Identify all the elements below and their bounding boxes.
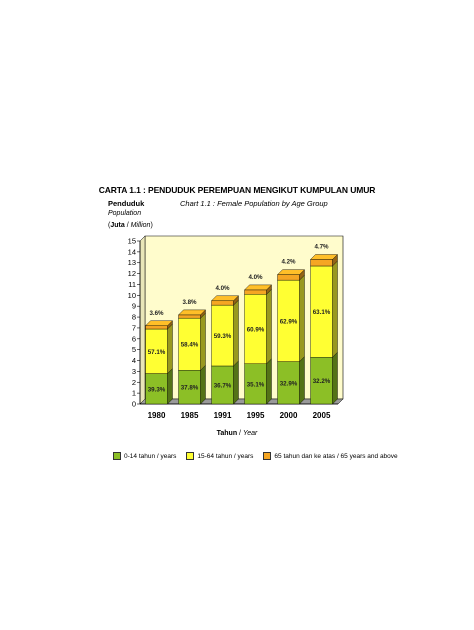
bar-side-1985-series-1 — [200, 312, 206, 371]
x-label-separator: / — [237, 430, 243, 437]
bar-side-1995-series-1 — [266, 288, 272, 365]
bar-side-2005-series-1 — [332, 260, 338, 358]
legend-swatch-15-64 — [186, 452, 195, 460]
legend-swatch-65-above — [263, 452, 272, 460]
y-tick-label: 9 — [132, 302, 136, 311]
bar-1980-series-2 — [145, 325, 168, 330]
data-label-1995-series-1: 60.9% — [247, 327, 265, 334]
y-tick-label: 3 — [132, 367, 136, 376]
data-label-1995-series-0: 35.1% — [247, 381, 265, 388]
bar-side-1980-series-0 — [167, 368, 173, 405]
bar-top-1991 — [211, 295, 239, 301]
x-tick-label-1995: 1995 — [247, 411, 265, 420]
y-tick-label: 5 — [132, 345, 136, 354]
y-tick-label: 10 — [128, 291, 136, 300]
legend-item-65-above: 65 tahun dan ke atas / 65 years and abov… — [263, 452, 398, 460]
bar-2000-series-2 — [277, 274, 300, 281]
x-tick-label-2005: 2005 — [313, 411, 331, 420]
bar-1991-series-2 — [211, 300, 234, 306]
legend-label-15-64: 15-64 tahun / years — [197, 452, 254, 460]
data-label-2000-series-1: 62.9% — [280, 318, 298, 325]
plot-side-wall — [139, 235, 146, 405]
legend-label-65-above: 65 tahun dan ke atas / 65 years and abov… — [274, 452, 398, 460]
y-unit-english: Million — [130, 222, 151, 229]
legend-item-15-64: 15-64 tahun / years — [186, 452, 253, 460]
bar-side-1991-series-0 — [233, 360, 239, 405]
y-tick-label: 14 — [128, 247, 136, 256]
data-label-2005-series-0: 32.2% — [313, 378, 331, 385]
y-axis-label-english: Population — [108, 210, 142, 217]
chart-subtitle: Chart 1.1 : Female Population by Age Gro… — [180, 199, 328, 208]
bar-side-1985-series-0 — [200, 364, 206, 405]
bar-side-1980-series-1 — [167, 323, 173, 375]
y-unit-open: ( — [108, 222, 111, 229]
y-tick-label: 15 — [128, 237, 136, 246]
y-tick-label: 2 — [132, 378, 136, 387]
y-tick-label: 0 — [132, 400, 136, 409]
legend: 0-14 tahun / years 15-64 tahun / years 6… — [113, 452, 398, 460]
y-unit-close: ) — [150, 222, 153, 229]
data-label-2005-series-1: 63.1% — [313, 309, 331, 316]
data-label-1985-series-2: 3.8% — [182, 299, 197, 306]
y-axis-unit-label: (Juta / Million) — [108, 222, 153, 229]
data-label-1985-series-1: 58.4% — [181, 342, 199, 349]
data-label-1980-series-2: 3.6% — [149, 310, 164, 317]
x-label-malay: Tahun — [216, 430, 238, 437]
bar-top-2000 — [277, 269, 305, 275]
bar-2005-series-2 — [310, 259, 333, 267]
data-label-1991-series-1: 59.3% — [214, 333, 232, 340]
legend-swatch-0-14 — [113, 452, 121, 460]
bar-top-2005 — [310, 254, 338, 260]
y-tick-label: 11 — [128, 280, 136, 289]
y-tick-label: 8 — [132, 313, 136, 322]
y-unit-separator: / — [124, 222, 131, 229]
bar-top-1985 — [178, 309, 206, 316]
y-tick-label: 6 — [132, 334, 136, 343]
x-tick-label-1980: 1980 — [148, 411, 166, 420]
x-axis-label: Tahun / Year — [0, 430, 474, 437]
data-label-1991-series-2: 4.0% — [215, 285, 230, 292]
legend-item-0-14: 0-14 tahun / years — [113, 452, 176, 460]
y-tick-label: 7 — [132, 323, 136, 332]
y-tick-label: 4 — [132, 356, 136, 365]
data-label-2005-series-2: 4.7% — [314, 243, 329, 250]
y-tick-label: 12 — [128, 269, 136, 278]
bar-side-1995-series-0 — [266, 358, 272, 405]
y-tick-label: 13 — [128, 258, 136, 267]
data-label-1995-series-2: 4.0% — [248, 274, 263, 281]
y-unit-malay: Juta — [110, 222, 125, 229]
y-axis-label-malay: Penduduk — [108, 199, 145, 208]
y-tick-label: 1 — [132, 389, 136, 398]
bar-1985-series-2 — [178, 314, 201, 319]
x-label-english: Year — [242, 430, 258, 437]
bar-top-1980 — [145, 320, 173, 326]
bar-side-1991-series-1 — [233, 299, 239, 367]
x-tick-label-2000: 2000 — [280, 411, 298, 420]
data-label-1991-series-0: 36.7% — [214, 382, 232, 389]
data-label-1980-series-1: 57.1% — [148, 349, 166, 356]
bar-1995-series-2 — [244, 289, 267, 295]
data-label-2000-series-2: 4.2% — [281, 259, 296, 266]
x-tick-label-1991: 1991 — [214, 411, 232, 420]
data-label-1980-series-0: 39.3% — [148, 386, 166, 393]
data-label-1985-series-0: 37.8% — [181, 385, 199, 392]
bar-side-2000-series-0 — [299, 356, 305, 405]
x-tick-label-1985: 1985 — [181, 411, 199, 420]
legend-label-0-14: 0-14 tahun / years — [124, 452, 177, 460]
bar-side-2005-series-0 — [332, 351, 338, 405]
bar-top-1995 — [244, 284, 272, 291]
chart-title: CARTA 1.1 : PENDUDUK PEREMPUAN MENGIKUT … — [98, 185, 376, 195]
data-label-2000-series-0: 32.9% — [280, 380, 298, 387]
bar-side-2000-series-1 — [299, 274, 305, 363]
